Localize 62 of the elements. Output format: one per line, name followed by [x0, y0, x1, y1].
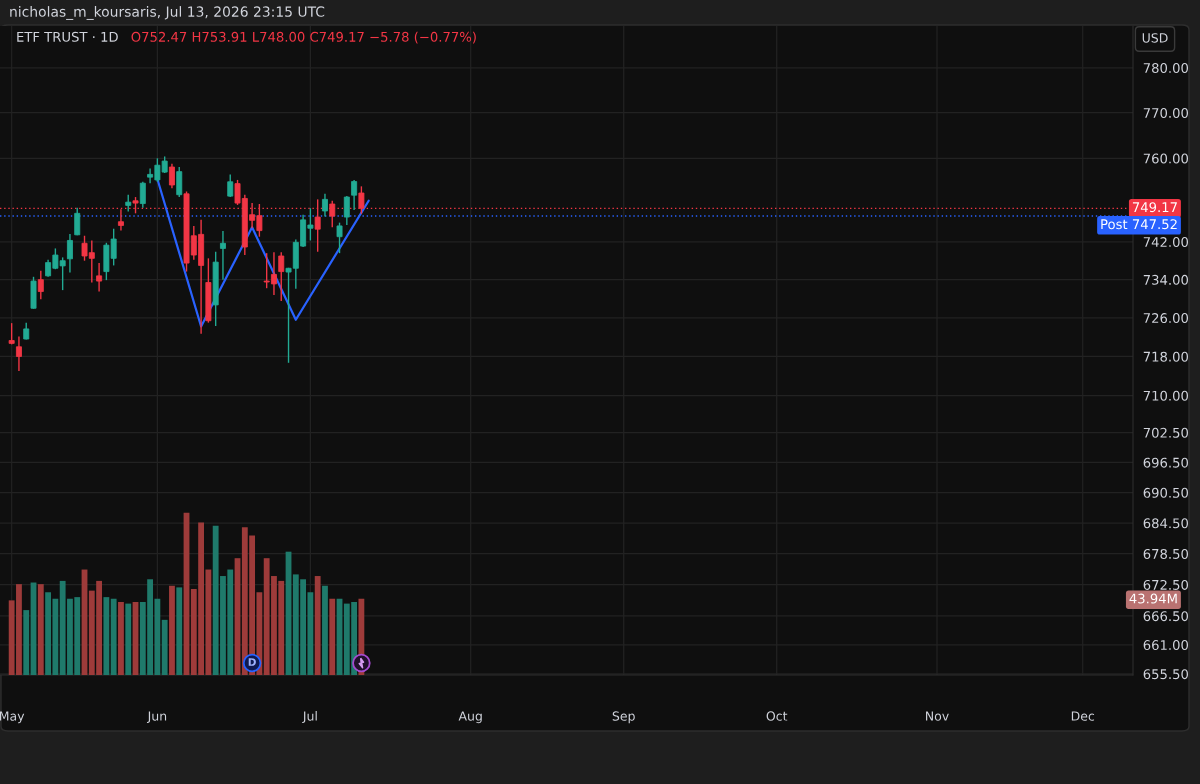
x-tick-label: Oct: [766, 711, 788, 721]
y-tick-label: 666.50: [1143, 611, 1189, 622]
candlestick: [358, 185, 365, 215]
y-tick-label: 655.50: [1143, 669, 1189, 680]
bar: [169, 585, 175, 675]
candlestick: [321, 193, 328, 218]
x-tick-label: Dec: [1071, 711, 1095, 721]
candlestick: [15, 335, 22, 372]
candlestick: [329, 200, 336, 229]
bar: [176, 587, 183, 675]
x-tick-label: Jul: [302, 711, 317, 724]
bar: [329, 598, 336, 675]
y-tick-label: 734.00: [1143, 274, 1189, 285]
y-tick-label: 678.50: [1143, 548, 1189, 559]
candlestick: [278, 251, 285, 302]
x-tick-label: Jun: [146, 711, 167, 724]
bar: [23, 610, 30, 675]
ref-line-label: 749.17: [1132, 202, 1177, 213]
bar: [118, 601, 124, 675]
chart-subtitle: O752.47 H753.91 L748.00 C749.17 −5.78 (−0.77%): [131, 31, 476, 44]
x-tick-label: Nov: [926, 711, 949, 721]
candlestick: [96, 262, 103, 293]
candlestick: [219, 230, 226, 281]
annotation: 43.94M: [1129, 593, 1177, 604]
y-tick-label: 718.00: [1143, 351, 1189, 362]
x-tick-label: Sep: [612, 711, 635, 724]
candlestick: [343, 195, 350, 226]
candlestick: [74, 207, 81, 236]
y-tick-label: 690.50: [1143, 487, 1189, 498]
text: nicholas_m_koursaris, Jul 13, 2026 23:15 UTC: [10, 6, 325, 20]
ref-line-label: Post 747.52: [1101, 219, 1177, 230]
candlestick: [336, 221, 343, 254]
y-tick-label: 702.50: [1143, 427, 1189, 438]
bar: [314, 576, 321, 675]
bar: [103, 597, 110, 675]
y-tick-label: 726.00: [1143, 313, 1189, 324]
chart-title: ETF TRUST · 1D: [17, 31, 118, 42]
y-tick-label: 684.50: [1143, 518, 1189, 529]
x-tick-label: Aug: [458, 711, 482, 724]
y-tick-label: 770.00: [1143, 107, 1189, 118]
bar: [125, 603, 132, 675]
y-tick-label: 780.00: [1143, 62, 1189, 73]
candlestick: [139, 181, 146, 209]
y-tick-label: 661.00: [1143, 640, 1189, 651]
candlestick: [66, 233, 73, 274]
y-tick-label: 760.00: [1143, 153, 1189, 164]
bar: [110, 598, 117, 675]
candlestick: [314, 198, 321, 253]
candlestick: [168, 163, 175, 189]
candlestick: [37, 269, 44, 300]
bar: [37, 584, 44, 675]
text: USD: [1142, 33, 1168, 43]
annotation: D: [248, 658, 256, 666]
y-tick-label: 742.00: [1143, 237, 1189, 248]
x-tick-label: May: [0, 711, 25, 724]
bar: [322, 585, 328, 675]
y-tick-label: 696.50: [1143, 457, 1189, 468]
y-tick-label: 710.00: [1143, 390, 1189, 401]
candlestick: [351, 179, 358, 211]
candlestick: [176, 166, 183, 198]
y-tick-label: 672.50: [1143, 579, 1189, 590]
bar: [161, 619, 168, 675]
